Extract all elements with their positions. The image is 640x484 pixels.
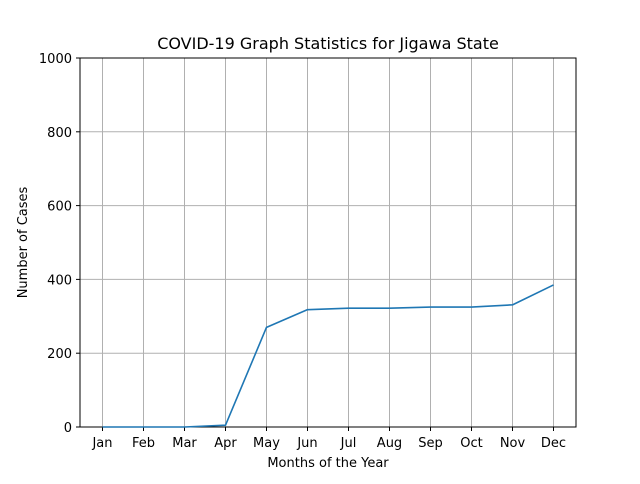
chart-title: COVID-19 Graph Statistics for Jigawa Sta… bbox=[157, 34, 499, 53]
x-tick-label: Jun bbox=[296, 436, 317, 451]
x-tick-label: Aug bbox=[377, 436, 402, 451]
y-tick-label: 1000 bbox=[39, 52, 72, 67]
x-axis-label: Months of the Year bbox=[267, 456, 389, 471]
x-tick-label: Dec bbox=[541, 436, 566, 451]
y-axis-label: Number of Cases bbox=[16, 186, 31, 298]
y-tick-label: 400 bbox=[47, 273, 72, 288]
x-tick-label: Nov bbox=[500, 436, 526, 451]
y-tick-label: 600 bbox=[47, 200, 72, 215]
x-tick-label: Mar bbox=[172, 436, 197, 451]
x-tick-label: Jan bbox=[91, 436, 112, 451]
x-tick-label: Feb bbox=[132, 436, 155, 451]
y-tick-label: 200 bbox=[47, 347, 72, 362]
y-tick-label: 800 bbox=[47, 126, 72, 141]
grid-lines bbox=[80, 57, 576, 428]
x-tick-label: Apr bbox=[214, 436, 237, 451]
x-axis-ticks: Jan Feb Mar Apr May Jun Jul Aug Sep Oct Nov Dec bbox=[91, 427, 566, 451]
plot-area-frame bbox=[79, 57, 577, 428]
x-tick-label: May bbox=[253, 436, 280, 451]
x-tick-label: Sep bbox=[418, 436, 443, 451]
x-tick-label: Jul bbox=[340, 436, 357, 451]
y-tick-label: 0 bbox=[64, 421, 72, 436]
y-axis-ticks: 0 200 400 600 800 1000 bbox=[39, 52, 80, 436]
x-tick-label: Oct bbox=[460, 436, 482, 451]
series-line bbox=[102, 284, 554, 428]
